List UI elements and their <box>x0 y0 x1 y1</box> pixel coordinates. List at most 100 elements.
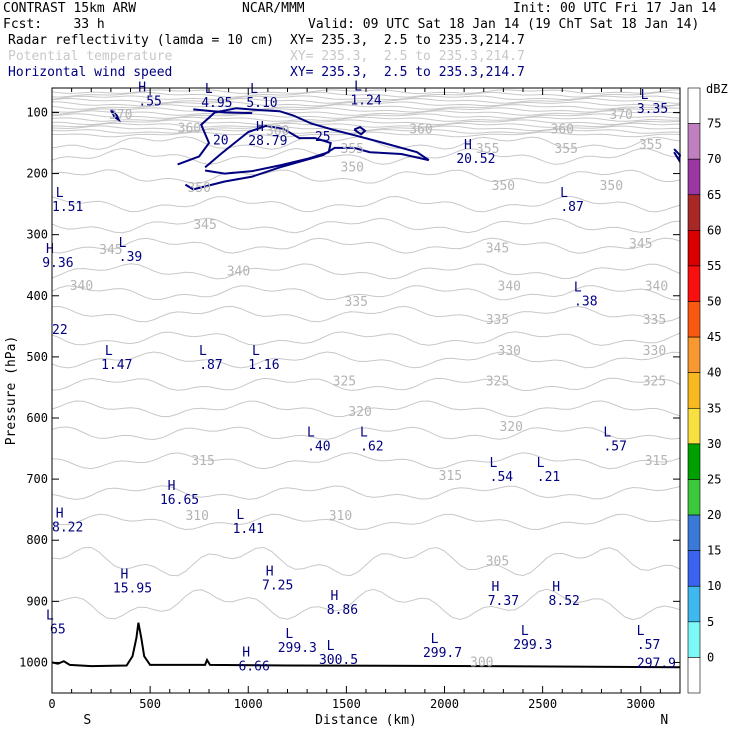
theta-contour-label: 345 <box>486 242 509 257</box>
theta-isentrope <box>51 263 681 280</box>
extremum-value: 1.16 <box>248 358 279 373</box>
extremum-value: 28.79 <box>248 134 287 149</box>
theta-isentrope <box>51 110 681 116</box>
extremum-marker: L <box>637 624 645 639</box>
x-tick-label: 1000 <box>234 697 263 711</box>
extremum-marker: H <box>121 568 129 583</box>
extremum-marker: L <box>252 344 260 359</box>
theta-contour-label: 330 <box>643 344 666 359</box>
extremum-marker: L <box>327 639 335 654</box>
colorbar-level-label: 15 <box>707 544 721 558</box>
colorbar-level-label: 50 <box>707 295 721 309</box>
extremum-marker: L <box>236 508 244 523</box>
x-tick-label: 2500 <box>528 697 557 711</box>
colorbar-level-label: 75 <box>707 117 721 131</box>
extremum-value: 3.35 <box>637 102 668 117</box>
wind-speed-contour <box>673 148 682 163</box>
theta-contour-label: 345 <box>99 243 122 258</box>
extremum-value: .39 <box>119 250 142 265</box>
extremum-marker: L <box>641 88 649 103</box>
wind-speed-contour <box>193 108 253 115</box>
y-axis-label: Pressure (hPa) <box>4 336 19 446</box>
extremum-value: .87 <box>560 200 583 215</box>
theta-isentrope <box>51 426 681 441</box>
theta-contour-label: 370 <box>609 108 632 123</box>
wind-contour-label: 25 <box>315 130 331 145</box>
extremum-marker: L <box>285 627 293 642</box>
field-reflectivity-name: Radar reflectivity (lamda = 10 cm) <box>8 33 275 48</box>
x-axis-label: Distance (km) <box>315 713 417 728</box>
plot-frame <box>51 87 681 694</box>
y-tick-label: 300 <box>26 228 48 242</box>
y-tick-label: 400 <box>26 289 48 303</box>
colorbar-units: dBZ <box>706 82 728 96</box>
south-label: S <box>83 713 91 728</box>
extremum-marker: H <box>552 580 560 595</box>
theta-isentrope <box>51 452 681 470</box>
colorbar-level-label: 65 <box>707 188 721 202</box>
extremum-value: 1.51 <box>52 200 83 215</box>
y-tick-label: 1000 <box>19 655 48 669</box>
extremum-value: .57 <box>637 638 660 653</box>
colorbar-swatch <box>687 443 701 480</box>
colorbar-level-label: 5 <box>707 615 714 629</box>
extremum-marker: L <box>354 79 362 94</box>
theta-contour-label: 315 <box>645 454 668 469</box>
theta-contour-label: 310 <box>185 509 208 524</box>
theta-isentrope <box>51 331 681 346</box>
extremum-value: 1.41 <box>233 522 264 537</box>
field-reflectivity-xy: XY= 235.3, 2.5 to 235.3,214.7 <box>290 33 525 48</box>
theta-contour-label: 315 <box>439 469 462 484</box>
colorbar-swatch <box>687 301 701 338</box>
theta-contour-label: 320 <box>348 405 371 420</box>
theta-isentrope <box>51 147 681 165</box>
theta-contour-label: 335 <box>643 313 666 328</box>
extremum-marker: H <box>491 580 499 595</box>
theta-isentrope <box>51 217 681 234</box>
theta-contour-label: 300 <box>470 655 493 670</box>
colorbar-level-label: 55 <box>707 259 721 273</box>
extremum-value: 297.9 <box>637 656 676 671</box>
extremum-marker: L <box>105 344 113 359</box>
theta-contour-label: 310 <box>329 509 352 524</box>
theta-contour-label: 330 <box>498 344 521 359</box>
theta-contour-label: 325 <box>486 374 509 389</box>
extremum-value: 8.86 <box>327 603 358 618</box>
extremum-value: 65 <box>50 623 66 638</box>
theta-contour-label: 360 <box>409 123 432 138</box>
theta-contour-label: 355 <box>639 138 662 153</box>
x-tick-label: 1500 <box>332 697 361 711</box>
extremum-value: 9.36 <box>42 256 73 271</box>
colorbar-level-label: 10 <box>707 579 721 593</box>
field-wind-name: Horizontal wind speed <box>8 65 173 80</box>
extremum-value: 7.37 <box>488 594 519 609</box>
field-wind-xy: XY= 235.3, 2.5 to 235.3,214.7 <box>290 65 525 80</box>
wind-speed-contour <box>204 124 332 175</box>
colorbar-level-label: 60 <box>707 223 721 237</box>
colorbar-swatch <box>687 87 701 124</box>
extremum-value: 8.52 <box>549 594 580 609</box>
extremum-value: 7.25 <box>262 579 293 594</box>
colorbar-swatch <box>687 336 701 374</box>
theta-contour-label: 305 <box>486 555 509 570</box>
colorbar: 0 5 10 15 20 25 30 35 40 45 50 55 60 65 70 75 dBZ <box>687 82 728 694</box>
theta-contour-label: 350 <box>600 179 623 194</box>
theta-isentrope <box>51 377 681 392</box>
theta-contour-label: 325 <box>333 374 356 389</box>
theta-isentrope <box>51 91 681 98</box>
extremum-value: .38 <box>574 295 597 310</box>
colorbar-swatch <box>687 158 701 196</box>
theta-isentrope <box>51 119 681 126</box>
extremum-marker: L <box>603 425 611 440</box>
extremum-value: 22 <box>52 323 68 338</box>
theta-contour-label: 345 <box>629 237 652 252</box>
theta-isentrope <box>52 101 681 107</box>
extremum-marker: L <box>119 236 127 251</box>
extremum-marker: H <box>168 479 176 494</box>
theta-contour-label: 340 <box>227 264 250 279</box>
theta-isentrope <box>51 113 681 119</box>
extremum-marker: L <box>56 186 64 201</box>
extremum-value: 300.5 <box>319 653 358 668</box>
theta-contour-label: 335 <box>344 295 367 310</box>
